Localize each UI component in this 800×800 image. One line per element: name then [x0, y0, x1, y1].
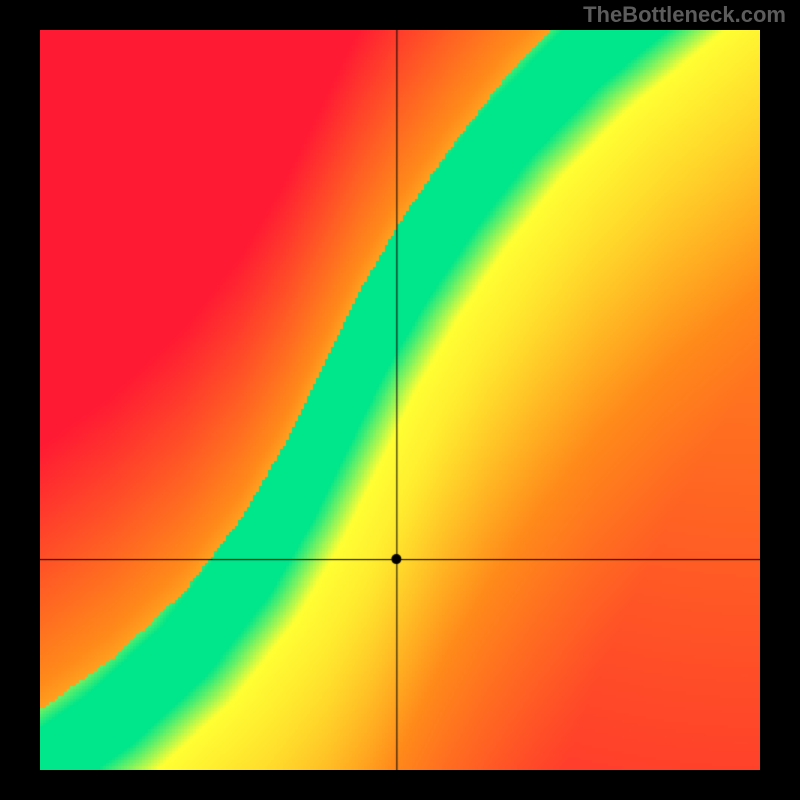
plot-area: [40, 30, 760, 770]
heatmap-canvas: [40, 30, 760, 770]
watermark-text: TheBottleneck.com: [583, 2, 786, 28]
chart-container: TheBottleneck.com: [0, 0, 800, 800]
